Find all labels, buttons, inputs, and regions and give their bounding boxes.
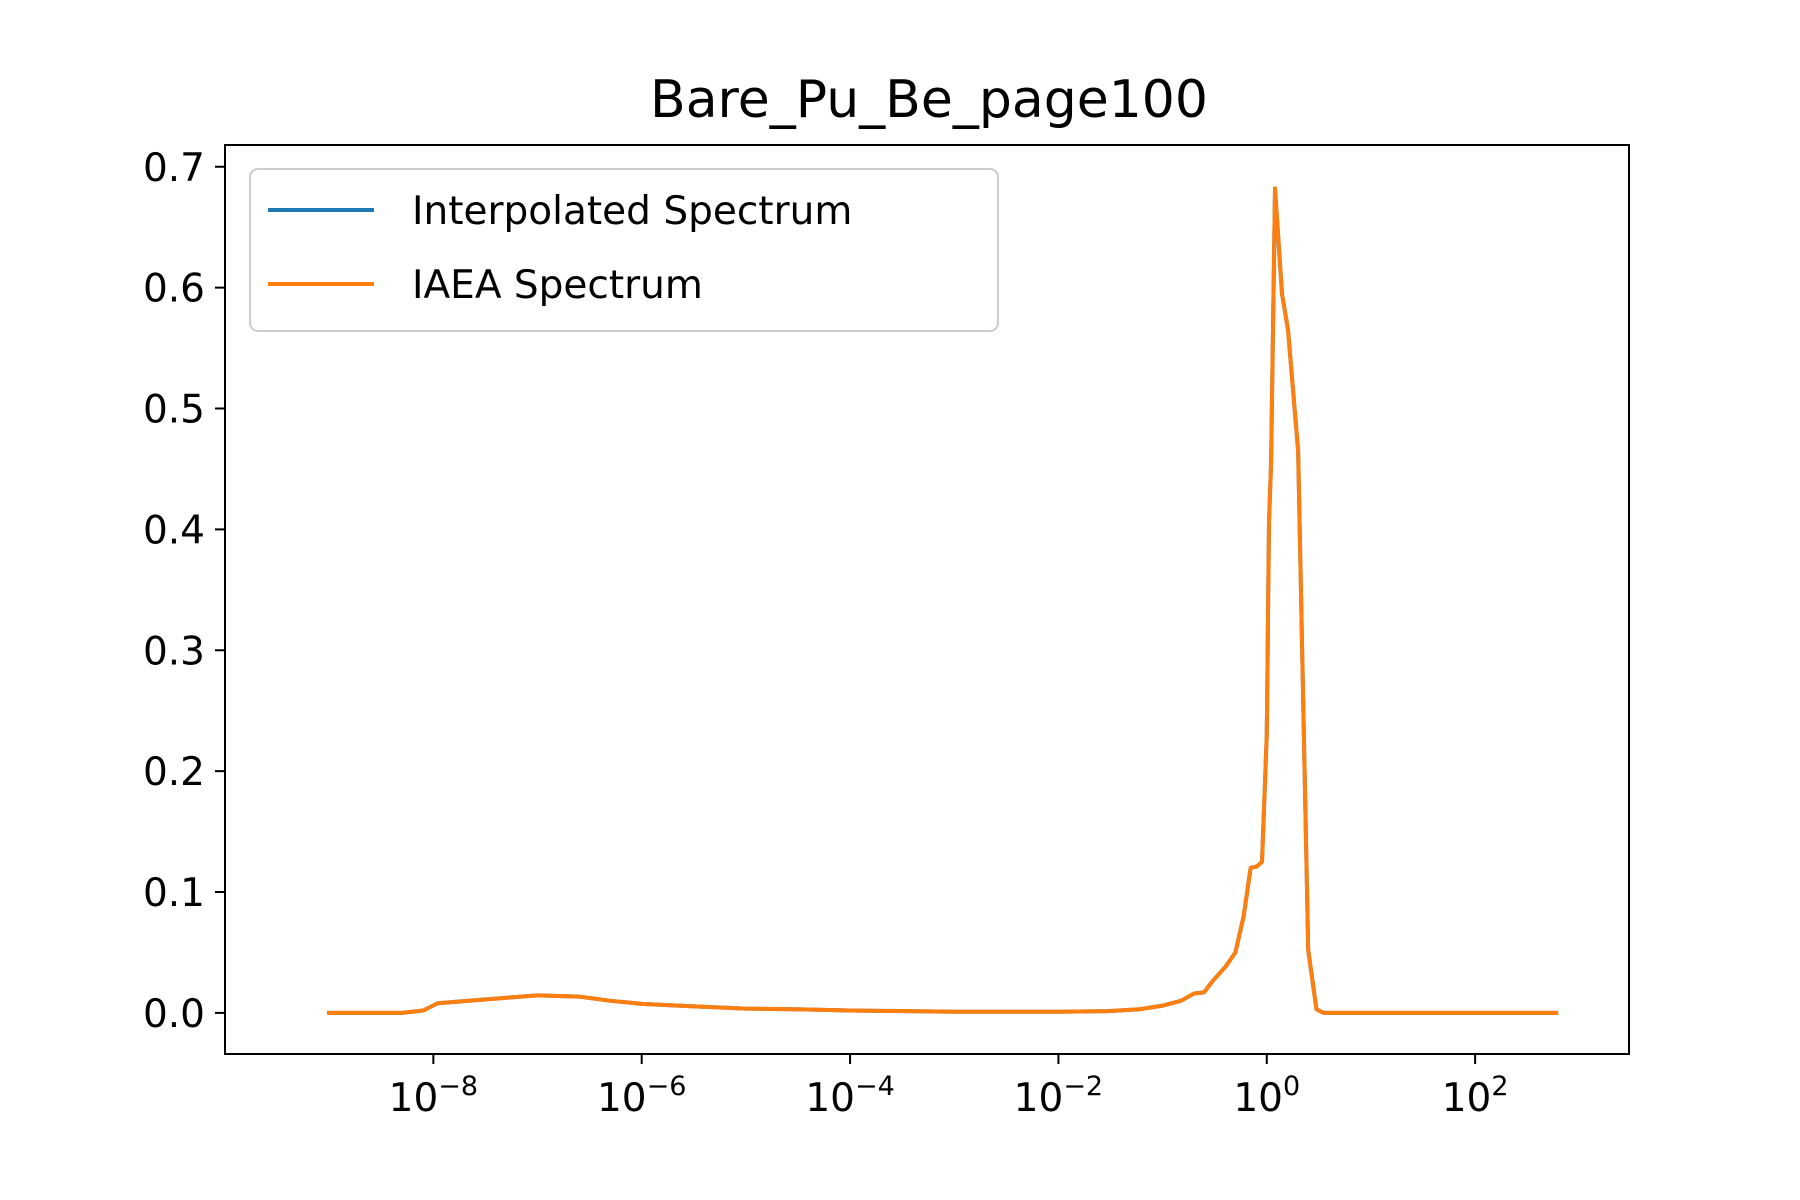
- x-tick-label-2: 10−4: [805, 1071, 894, 1121]
- x-tick-label-0: 10−8: [389, 1071, 478, 1121]
- chart-title: Bare_Pu_Be_page100: [650, 70, 1208, 130]
- x-tick-label-5: 102: [1442, 1071, 1509, 1121]
- y-tick-label-7: 0.7: [143, 146, 205, 191]
- y-tick-label-0: 0.0: [143, 992, 205, 1037]
- x-axis: 10−8 10−6 10−4 10−2 100 102: [389, 1054, 1509, 1121]
- x-tick-label-1: 10−6: [597, 1071, 686, 1121]
- y-tick-label-6: 0.6: [143, 267, 205, 312]
- plot-frame: [224, 144, 1630, 1055]
- legend-label-interpolated: Interpolated Spectrum: [412, 189, 852, 234]
- legend-label-iaea: IAEA Spectrum: [412, 263, 703, 308]
- y-tick-label-5: 0.5: [143, 388, 205, 433]
- legend-box: [249, 168, 999, 332]
- y-axis: 0.0 0.1 0.2 0.3 0.4 0.5 0.6 0.7: [143, 146, 225, 1037]
- plot-lines: [327, 186, 1559, 1015]
- legend: Interpolated Spectrum IAEA Spectrum: [249, 168, 999, 332]
- y-tick-label-3: 0.3: [143, 629, 205, 674]
- y-tick-label-2: 0.2: [143, 750, 205, 795]
- series-line-1: [327, 186, 1559, 1015]
- x-tick-label-4: 100: [1233, 1071, 1300, 1121]
- y-tick-label-1: 0.1: [143, 871, 205, 916]
- x-tick-label-3: 10−2: [1014, 1071, 1103, 1121]
- y-tick-label-4: 0.4: [143, 508, 205, 553]
